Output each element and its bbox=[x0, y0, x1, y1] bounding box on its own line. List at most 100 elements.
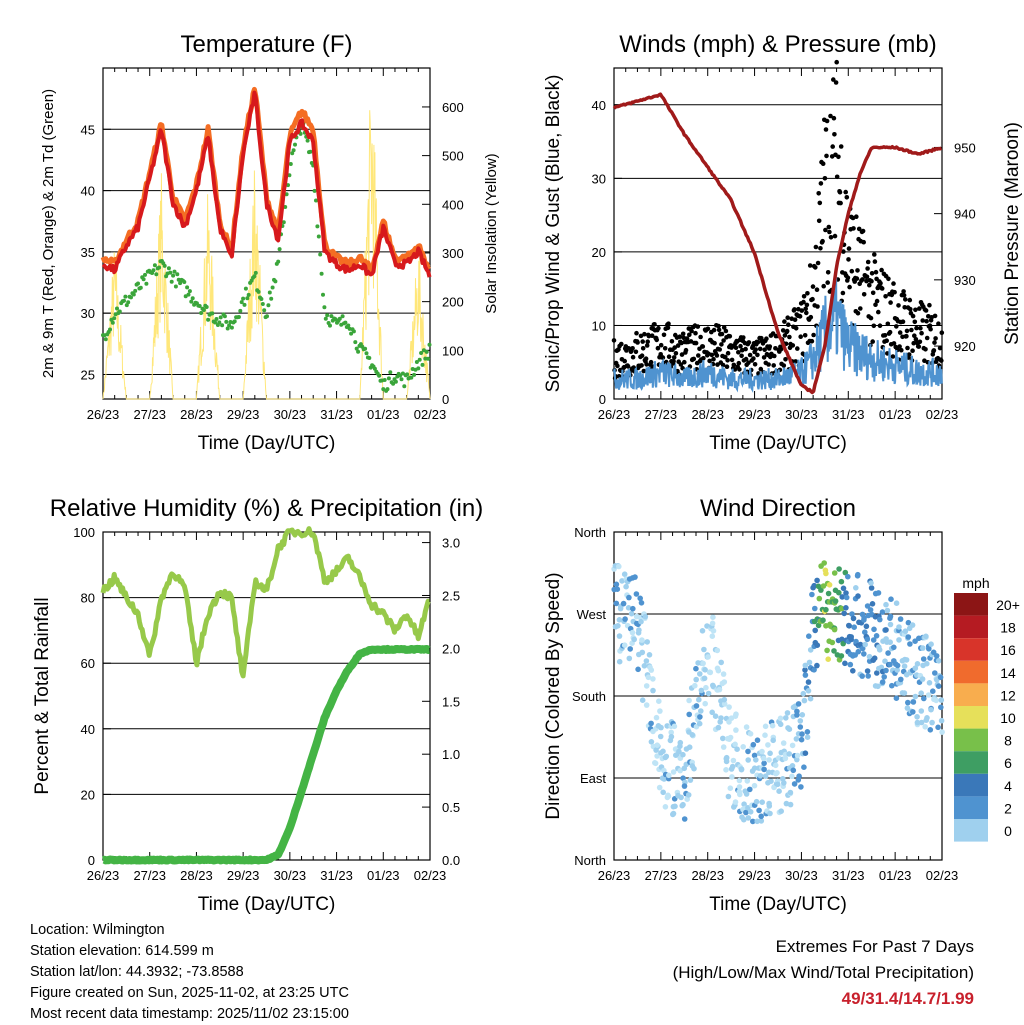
wind-direction-point bbox=[850, 615, 857, 622]
gust-point bbox=[902, 305, 907, 310]
gust-point bbox=[892, 289, 897, 295]
wind-direction-point bbox=[693, 665, 699, 672]
wind-direction-point bbox=[926, 680, 933, 686]
wind-direction-point bbox=[703, 684, 709, 691]
gust-point bbox=[843, 189, 848, 195]
gust-point bbox=[937, 345, 943, 351]
gust-point bbox=[797, 314, 803, 319]
gust-point bbox=[737, 367, 742, 372]
gust-point bbox=[861, 292, 867, 297]
wind-direction-point bbox=[928, 706, 934, 713]
panel1-y-tick-label: 35 bbox=[81, 245, 95, 260]
gust-point bbox=[906, 352, 912, 357]
wind-direction-point bbox=[760, 755, 767, 762]
gust-point bbox=[746, 360, 751, 366]
dewpoint-point bbox=[213, 320, 218, 325]
wind-direction-point bbox=[851, 624, 857, 630]
wind-direction-point bbox=[783, 715, 789, 721]
gust-point bbox=[939, 358, 944, 363]
wind-direction-point bbox=[921, 695, 927, 702]
wind-direction-point bbox=[789, 763, 796, 769]
wind-direction-point bbox=[677, 739, 684, 746]
dewpoint-point bbox=[343, 320, 348, 325]
wind-direction-point bbox=[710, 628, 717, 634]
wind-direction-point bbox=[823, 606, 829, 613]
dewpoint-point bbox=[131, 292, 136, 297]
panel1-x-tick-label: 02/23 bbox=[414, 407, 447, 422]
gust-point bbox=[716, 327, 722, 333]
wind-direction-point bbox=[849, 611, 855, 617]
gust-point bbox=[832, 233, 838, 239]
wind-direction-point bbox=[805, 688, 812, 694]
dewpoint-point bbox=[168, 270, 173, 275]
wind-direction-point bbox=[789, 742, 796, 749]
wind-direction-point bbox=[727, 785, 734, 791]
dewpoint-point bbox=[217, 320, 222, 325]
wind-direction-point bbox=[820, 583, 827, 589]
wind-direction-point bbox=[855, 593, 861, 599]
gust-point bbox=[822, 176, 828, 181]
wind-direction-point bbox=[889, 682, 895, 689]
dewpoint-point bbox=[238, 308, 243, 313]
wind-direction-point bbox=[676, 748, 682, 755]
wind-direction-point bbox=[680, 775, 686, 781]
dewpoint-point bbox=[243, 286, 248, 291]
wind-direction-point bbox=[745, 815, 752, 821]
wind-direction-point bbox=[818, 587, 824, 593]
panel4-x-tick-label: 01/23 bbox=[879, 868, 912, 883]
wind-direction-point bbox=[696, 696, 702, 703]
wind-direction-point bbox=[732, 741, 738, 748]
station-elevation: Station elevation: 614.599 m bbox=[30, 943, 214, 959]
wind-direction-point bbox=[932, 670, 938, 676]
wind-direction-point bbox=[766, 757, 772, 763]
gust-point bbox=[643, 356, 649, 362]
dewpoint-point bbox=[399, 377, 404, 382]
gust-point bbox=[879, 286, 885, 291]
colorbar-label: 0 bbox=[1004, 823, 1012, 839]
colorbar-label: 10 bbox=[1000, 710, 1016, 726]
gust-point bbox=[738, 343, 743, 349]
wind-direction-point bbox=[901, 690, 908, 696]
wind-direction-point bbox=[635, 666, 641, 673]
wind-direction-point bbox=[702, 700, 708, 707]
gust-point bbox=[619, 341, 624, 347]
dewpoint-point bbox=[322, 305, 327, 310]
dewpoint-point bbox=[364, 351, 369, 356]
dewpoint-point bbox=[312, 188, 317, 193]
wind-direction-point bbox=[838, 578, 845, 585]
gust-point bbox=[877, 323, 883, 329]
wind-direction-point bbox=[642, 613, 649, 620]
dewpoint-point bbox=[122, 298, 126, 303]
gust-point bbox=[874, 298, 880, 304]
gust-point bbox=[782, 333, 788, 338]
relative-humidity-line bbox=[100, 526, 431, 679]
panel2-x-axis-label: Time (Day/UTC) bbox=[709, 433, 847, 454]
gust-point bbox=[753, 347, 758, 352]
wind-direction-point bbox=[805, 679, 812, 685]
wind-direction-point bbox=[668, 733, 675, 740]
wind-direction-point bbox=[811, 667, 817, 673]
gust-point bbox=[701, 356, 706, 361]
wind-direction-point bbox=[670, 769, 677, 775]
gust-point bbox=[860, 277, 865, 282]
dewpoint-point bbox=[353, 340, 358, 345]
temp-2m-line bbox=[101, 90, 432, 278]
wind-direction-point bbox=[910, 699, 917, 705]
wind-direction-point bbox=[883, 601, 889, 608]
wind-direction-point bbox=[701, 646, 707, 653]
wind-direction-point bbox=[826, 582, 833, 588]
wind-direction-point bbox=[873, 633, 880, 639]
recent-timestamp: Most recent data timestamp: 2025/11/02 2… bbox=[30, 1006, 349, 1022]
wind-direction-point bbox=[643, 658, 650, 664]
gust-point bbox=[716, 323, 721, 329]
gust-point bbox=[888, 300, 893, 305]
wind-direction-point bbox=[893, 600, 900, 606]
gust-point bbox=[900, 319, 906, 325]
panel2-y-tick-label: 0 bbox=[599, 392, 606, 407]
panel3-x-tick-label: 26/23 bbox=[87, 868, 120, 883]
wind-direction-point bbox=[663, 753, 670, 760]
panel2-y2-tick-label: 920 bbox=[954, 339, 976, 354]
wind-direction-point bbox=[720, 671, 727, 677]
wind-direction-point bbox=[638, 618, 644, 625]
colorbar-label: 20+ bbox=[996, 597, 1020, 613]
